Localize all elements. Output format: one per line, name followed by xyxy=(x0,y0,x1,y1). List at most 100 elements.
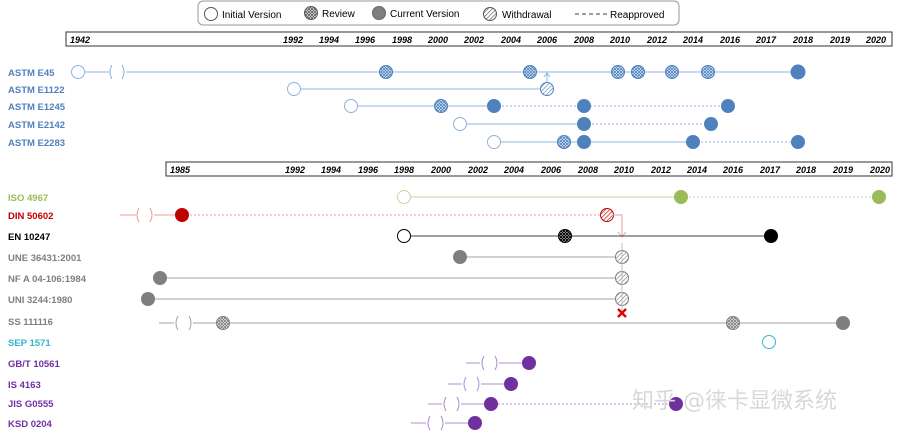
bottom-year-axis: 1985 1992 1994 1996 1998 2000 2002 2004 2006 200… xyxy=(165,161,893,177)
current-version-icon xyxy=(577,135,591,149)
review-icon xyxy=(701,65,715,79)
une-36431-timeline xyxy=(453,250,629,264)
astm-e1245-timeline xyxy=(344,99,735,113)
top-axis-year-label: 2012 xyxy=(646,35,667,45)
legend-review-label: Review xyxy=(322,9,356,20)
standard-label: JIS G0555 xyxy=(8,399,54,410)
current-version-icon xyxy=(577,99,591,113)
review-icon xyxy=(523,65,537,79)
current-version-icon xyxy=(153,271,167,285)
bottom-axis-year-label: 2016 xyxy=(722,165,744,175)
current-version-icon xyxy=(487,99,501,113)
initial-version-icon xyxy=(71,65,85,79)
top-axis-year-label: 1998 xyxy=(392,35,412,45)
bottom-axis-year-label: 2006 xyxy=(540,165,562,175)
current-version-icon xyxy=(791,135,805,149)
withdrawal-icon xyxy=(600,208,614,222)
top-axis-year-label: 2019 xyxy=(829,35,850,45)
sep-1571-timeline xyxy=(762,335,776,349)
astm-e45-timeline xyxy=(71,64,806,83)
bottom-axis-year-label: 2008 xyxy=(577,165,598,175)
current-version-icon xyxy=(484,397,498,411)
top-axis-year-label: 1994 xyxy=(319,35,339,45)
top-axis-year-label: 2006 xyxy=(536,35,558,45)
astm-e2283-timeline xyxy=(487,135,805,149)
legend: Initial Version Review Current Version W… xyxy=(197,0,680,26)
standard-label: UNI 3244:1980 xyxy=(8,295,72,306)
review-icon xyxy=(631,65,645,79)
top-year-axis: 1942 1992 1994 1996 1998 2000 2002 2004 2006 200… xyxy=(65,31,893,47)
review-icon xyxy=(216,316,230,330)
standard-labels: ASTM E45 ASTM E1122 ASTM E1245 ASTM E2142 AS… xyxy=(8,68,87,430)
current-version-icon xyxy=(686,135,700,149)
bottom-axis-year-label: 1996 xyxy=(358,165,379,175)
standard-label: ASTM E1245 xyxy=(8,102,66,113)
current-version-icon xyxy=(669,397,683,411)
standard-label: SS 111116 xyxy=(8,317,53,328)
current-version-icon xyxy=(175,208,189,222)
cross-icon xyxy=(617,308,627,318)
top-axis-start: 1942 xyxy=(70,35,90,45)
review-icon xyxy=(557,135,571,149)
standard-label: NF A 04-106:1984 xyxy=(8,274,87,285)
current-version-icon xyxy=(522,356,536,370)
top-axis-year-label: 1996 xyxy=(355,35,376,45)
legend-withdrawal-label: Withdrawal xyxy=(502,10,551,21)
bottom-axis-year-label: 2018 xyxy=(795,165,816,175)
initial-version-icon xyxy=(204,7,218,21)
top-axis-year-label: 2004 xyxy=(500,35,521,45)
review-icon xyxy=(379,65,393,79)
jis-g0555-timeline xyxy=(428,396,683,412)
initial-version-icon xyxy=(287,82,301,96)
current-version-icon xyxy=(836,316,850,330)
review-icon xyxy=(434,99,448,113)
review-icon xyxy=(726,316,740,330)
current-version-icon xyxy=(872,190,886,204)
bottom-axis-year-label: 2012 xyxy=(650,165,671,175)
review-icon xyxy=(304,6,318,20)
legend-current-label: Current Version xyxy=(390,9,459,20)
top-axis-year-label: 2016 xyxy=(719,35,741,45)
bottom-axis-year-label: 1992 xyxy=(285,165,305,175)
bottom-axis-year-label: 2019 xyxy=(832,165,853,175)
legend-box xyxy=(197,0,680,26)
top-axis-year-label: 2008 xyxy=(573,35,594,45)
top-axis-year-label: 2002 xyxy=(463,35,484,45)
standard-label: ASTM E2283 xyxy=(8,138,65,149)
withdrawal-icon xyxy=(540,82,554,96)
bottom-axis-year-label: 2017 xyxy=(759,165,781,175)
review-icon xyxy=(558,229,572,243)
din-50602-timeline xyxy=(120,207,627,238)
standard-label: ASTM E45 xyxy=(8,68,55,79)
standard-label: ASTM E1122 xyxy=(8,85,65,96)
bottom-axis-year-label: 2004 xyxy=(503,165,524,175)
standard-label: SEP 1571 xyxy=(8,338,51,349)
bottom-axis-year-label: 2000 xyxy=(430,165,451,175)
bottom-axis-start: 1985 xyxy=(170,165,191,175)
bottom-axis-frame xyxy=(165,161,893,177)
current-version-icon xyxy=(504,377,518,391)
standard-label: EN 10247 xyxy=(8,232,50,243)
standard-label: GB/T 10561 xyxy=(8,359,60,370)
top-axis-year-label: 2000 xyxy=(427,35,448,45)
din-to-en-arrow xyxy=(612,214,623,236)
initial-version-icon xyxy=(487,135,501,149)
astm-e2142-timeline xyxy=(453,117,718,131)
bottom-axis-year-label: 1998 xyxy=(394,165,414,175)
top-axis-year-label: 2014 xyxy=(682,35,703,45)
withdrawal-icon xyxy=(483,7,497,21)
en-10247-timeline xyxy=(397,229,778,243)
current-version-icon xyxy=(721,99,735,113)
initial-version-icon xyxy=(344,99,358,113)
current-version-icon xyxy=(372,6,386,20)
standard-label: ASTM E2142 xyxy=(8,120,65,131)
legend-reapproved-label: Reapproved xyxy=(610,10,664,21)
current-version-icon xyxy=(704,117,718,131)
bottom-axis-year-label: 2014 xyxy=(686,165,707,175)
legend-initial-label: Initial Version xyxy=(222,10,281,21)
top-axis-year-label: 2010 xyxy=(609,35,630,45)
gbt-10561-timeline xyxy=(466,355,536,371)
is-4163-timeline xyxy=(448,376,518,392)
current-version-icon xyxy=(453,250,467,264)
top-axis-frame xyxy=(65,31,893,47)
